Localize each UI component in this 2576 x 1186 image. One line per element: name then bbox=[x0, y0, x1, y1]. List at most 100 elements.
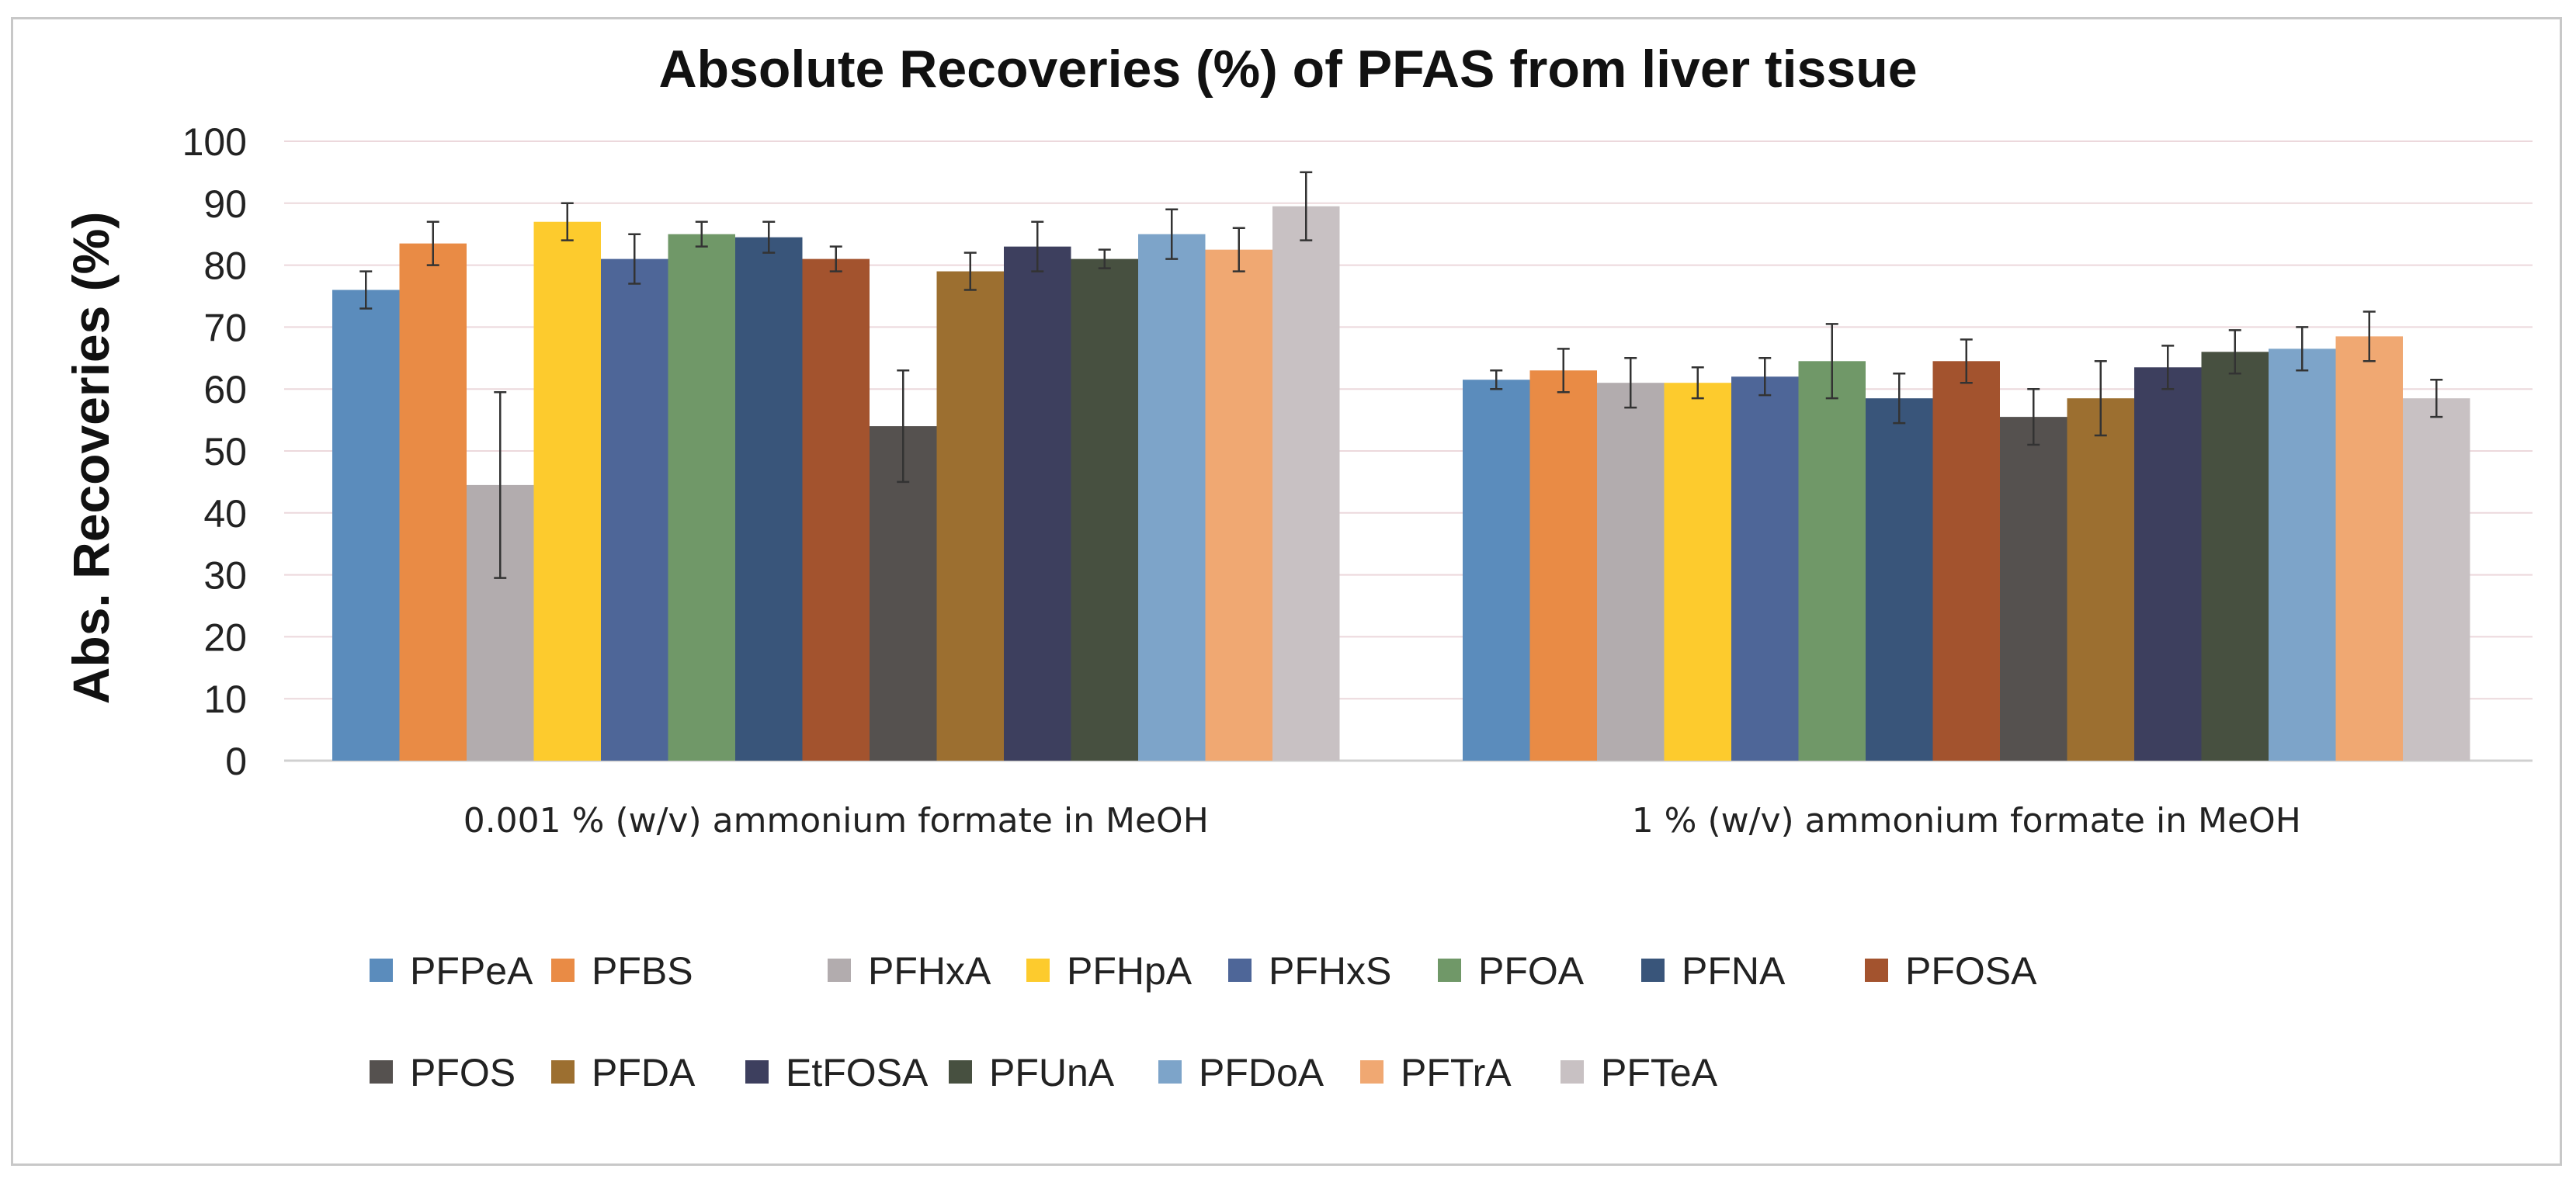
bar-pfda bbox=[936, 271, 1004, 761]
y-tick-label: 90 bbox=[203, 182, 247, 226]
bar-pfhxs bbox=[601, 258, 668, 761]
legend-label: PFBS bbox=[592, 949, 693, 993]
legend-swatch bbox=[1641, 959, 1665, 982]
legend-swatch bbox=[828, 959, 851, 982]
bar-pfna bbox=[735, 237, 803, 761]
legend-item-pftra: PFTrA bbox=[1360, 1051, 1512, 1094]
y-tick-label: 70 bbox=[203, 306, 247, 349]
legend-swatch bbox=[551, 959, 575, 982]
error-bar bbox=[963, 251, 977, 291]
bar-pfna bbox=[1866, 398, 1933, 761]
error-bar bbox=[829, 245, 842, 272]
bar-pfuna bbox=[2201, 352, 2269, 761]
legend: PFPeA PFBS PFHxA PFHpA PFHxS PFOA PFNA PFOSA PFO… bbox=[370, 949, 2037, 1094]
legend-item-pfda: PFDA bbox=[551, 1051, 696, 1094]
bars bbox=[332, 206, 2470, 761]
error-bar bbox=[1490, 369, 1503, 390]
legend-item-pfhxa: PFHxA bbox=[828, 949, 991, 993]
legend-label: PFHpA bbox=[1067, 949, 1193, 993]
error-bar bbox=[1691, 366, 1704, 400]
y-tick-label: 50 bbox=[203, 430, 247, 473]
legend-label: PFTeA bbox=[1601, 1051, 1718, 1094]
error-bar bbox=[2362, 310, 2376, 362]
bar-pfpea bbox=[1463, 380, 1530, 761]
error-bars bbox=[359, 171, 2443, 579]
legend-swatch bbox=[1561, 1060, 1584, 1084]
bar-pfdoa bbox=[1138, 234, 1206, 761]
bar-pfda bbox=[2067, 398, 2134, 761]
legend-item-pfos: PFOS bbox=[370, 1051, 516, 1094]
bar-etfosa bbox=[1004, 246, 1071, 761]
x-category-label: 1 % (w/v) ammonium formate in MeOH bbox=[1632, 801, 2301, 841]
legend-item-pfpea: PFPeA bbox=[370, 949, 533, 993]
bar-pftea bbox=[2403, 398, 2470, 761]
error-bar bbox=[1165, 208, 1179, 260]
bar-pfhxa bbox=[1597, 383, 1665, 761]
legend-swatch bbox=[1228, 959, 1252, 982]
legend-swatch bbox=[1438, 959, 1461, 982]
legend-label: PFOSA bbox=[1905, 949, 2037, 993]
legend-item-pfdoa: PFDoA bbox=[1158, 1051, 1324, 1094]
chart-title: Absolute Recoveries (%) of PFAS from liv… bbox=[658, 40, 1917, 99]
error-bar bbox=[1624, 357, 1637, 409]
error-bar bbox=[762, 220, 776, 254]
error-bar bbox=[1893, 373, 1906, 425]
y-tick-label: 0 bbox=[225, 740, 247, 783]
legend-item-pftea: PFTeA bbox=[1561, 1051, 1718, 1094]
bar-pfos bbox=[2000, 417, 2067, 761]
legend-swatch bbox=[1865, 959, 1888, 982]
bar-pfoa bbox=[668, 234, 735, 761]
y-tick-label: 60 bbox=[203, 368, 247, 411]
y-tick-label: 30 bbox=[203, 554, 247, 598]
error-bar bbox=[2430, 378, 2443, 418]
legend-swatch bbox=[1158, 1060, 1182, 1084]
error-bar bbox=[2094, 360, 2107, 437]
legend-label: PFDoA bbox=[1199, 1051, 1324, 1094]
bar-pfbs bbox=[399, 243, 467, 761]
error-bar bbox=[1825, 323, 1838, 400]
error-bar bbox=[2296, 326, 2309, 372]
legend-swatch bbox=[1026, 959, 1050, 982]
y-tick-label: 10 bbox=[203, 678, 247, 721]
bar-pfoa bbox=[1798, 361, 1866, 761]
bar-pfhxs bbox=[1731, 376, 1799, 761]
legend-item-pfuna: PFUnA bbox=[949, 1051, 1115, 1094]
legend-label: PFUnA bbox=[989, 1051, 1115, 1094]
legend-label: PFDA bbox=[592, 1051, 696, 1094]
legend-item-pfosa: PFOSA bbox=[1865, 949, 2037, 993]
legend-swatch bbox=[1360, 1060, 1383, 1084]
legend-swatch bbox=[370, 959, 393, 982]
legend-swatch bbox=[551, 1060, 575, 1084]
error-bar bbox=[561, 202, 574, 241]
error-bar bbox=[2161, 345, 2175, 390]
bar-pfosa bbox=[802, 258, 870, 761]
legend-label: PFOS bbox=[410, 1051, 516, 1094]
legend-item-etfosa: EtFOSA bbox=[745, 1051, 929, 1094]
error-bar bbox=[695, 220, 708, 248]
error-bar bbox=[897, 369, 910, 484]
legend-label: PFOA bbox=[1478, 949, 1585, 993]
error-bar bbox=[1098, 248, 1111, 269]
error-bar bbox=[426, 220, 439, 266]
bar-pfuna bbox=[1071, 258, 1138, 761]
legend-item-pfoa: PFOA bbox=[1438, 949, 1585, 993]
error-bar bbox=[1232, 227, 1245, 272]
legend-label: PFHxA bbox=[868, 949, 991, 993]
bar-pfosa bbox=[1932, 361, 2000, 761]
error-bar bbox=[628, 233, 641, 285]
bar-pfbs bbox=[1529, 370, 1597, 761]
legend-item-pfbs: PFBS bbox=[551, 949, 693, 993]
y-axis-label: Abs. Recoveries (%) bbox=[62, 212, 120, 705]
legend-item-pfhxs: PFHxS bbox=[1228, 949, 1391, 993]
bar-pfdoa bbox=[2269, 349, 2336, 761]
legend-swatch bbox=[745, 1060, 769, 1084]
x-axis-categories: 0.001 % (w/v) ammonium formate in MeOH 1 … bbox=[463, 801, 2301, 841]
x-category-label: 0.001 % (w/v) ammonium formate in MeOH bbox=[463, 801, 1209, 841]
legend-label: PFHxS bbox=[1269, 949, 1391, 993]
legend-item-pfhpa: PFHpA bbox=[1026, 949, 1193, 993]
y-axis-ticks: 0 10 20 30 40 50 60 70 80 90 100 bbox=[182, 120, 247, 783]
legend-label: EtFOSA bbox=[786, 1051, 929, 1094]
legend-item-pfna: PFNA bbox=[1641, 949, 1786, 993]
bar-pfpea bbox=[332, 290, 400, 761]
